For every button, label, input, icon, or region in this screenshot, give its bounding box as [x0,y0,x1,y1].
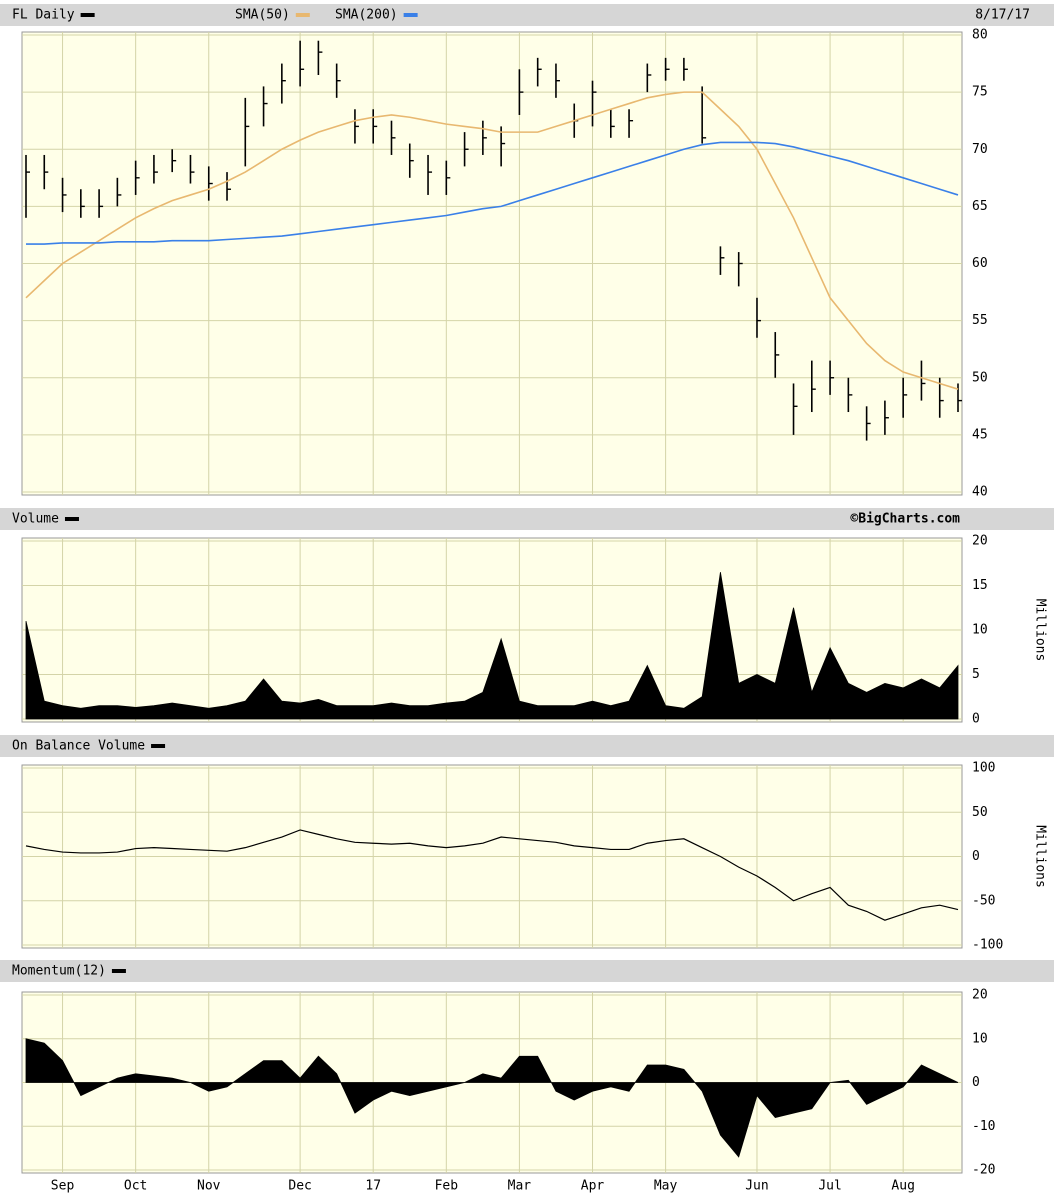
panel-header [0,960,1054,982]
y-tick-label: 100 [972,761,995,776]
y-axis-label: Millions [1033,825,1048,888]
legend-label: On Balance Volume [12,739,145,754]
panel-header [0,4,1054,26]
legend-label: Volume [12,512,59,527]
y-tick-label: 10 [972,1031,988,1046]
y-tick-label: 65 [972,199,988,214]
x-tick-label: Feb [435,1179,459,1194]
y-tick-label: -20 [972,1163,995,1178]
sma-line [26,141,959,245]
panel-header [0,508,1054,530]
area [25,572,959,720]
area [25,1038,959,1158]
x-tick-label: Jul [818,1179,841,1194]
y-tick-label: 80 [972,28,988,43]
y-tick-label: 45 [972,427,988,442]
x-tick-label: Oct [124,1179,147,1194]
x-tick-label: Dec [288,1179,311,1194]
y-tick-label: 60 [972,256,988,271]
legend-label: Momentum(12) [12,964,106,979]
y-tick-label: -10 [972,1119,995,1134]
x-tick-label: Mar [508,1179,532,1194]
y-tick-label: 40 [972,485,988,500]
y-tick-label: 5 [972,667,980,682]
y-tick-label: 50 [972,370,988,385]
x-tick-label: Sep [51,1179,75,1194]
y-axis-label: Millions [1033,599,1048,662]
x-tick-label: Aug [891,1179,914,1194]
sma-line [25,91,959,390]
line [25,829,959,921]
legend-label: SMA(50) [235,8,290,23]
x-tick-label: Jun [745,1179,768,1194]
y-tick-label: 20 [972,988,988,1003]
legend-swatch [403,13,418,17]
y-tick-label: 75 [972,85,988,100]
legend-swatch [151,744,166,748]
x-tick-label: 17 [365,1179,381,1194]
panel-header [0,735,1054,757]
x-tick-label: Apr [581,1179,605,1194]
x-tick-label: May [654,1179,678,1194]
y-tick-label: 70 [972,142,988,157]
y-tick-label: -50 [972,893,995,908]
y-tick-label: 20 [972,534,988,549]
y-tick-label: 0 [972,849,980,864]
legend-label: FL Daily [12,8,75,23]
legend-swatch [80,13,95,17]
y-tick-label: 0 [972,712,980,727]
legend-label: SMA(200) [335,8,398,23]
legend-swatch [64,517,79,521]
y-tick-label: -100 [972,938,1003,953]
y-tick-label: 50 [972,805,988,820]
chart-date: 8/17/17 [975,8,1030,23]
y-tick-label: 0 [972,1075,980,1090]
y-tick-label: 15 [972,578,988,593]
y-tick-label: 55 [972,313,988,328]
legend-swatch [111,969,126,973]
legend-swatch [295,13,310,17]
x-tick-label: Nov [197,1179,221,1194]
y-tick-label: 10 [972,623,988,638]
credit: ©BigCharts.com [850,512,960,527]
